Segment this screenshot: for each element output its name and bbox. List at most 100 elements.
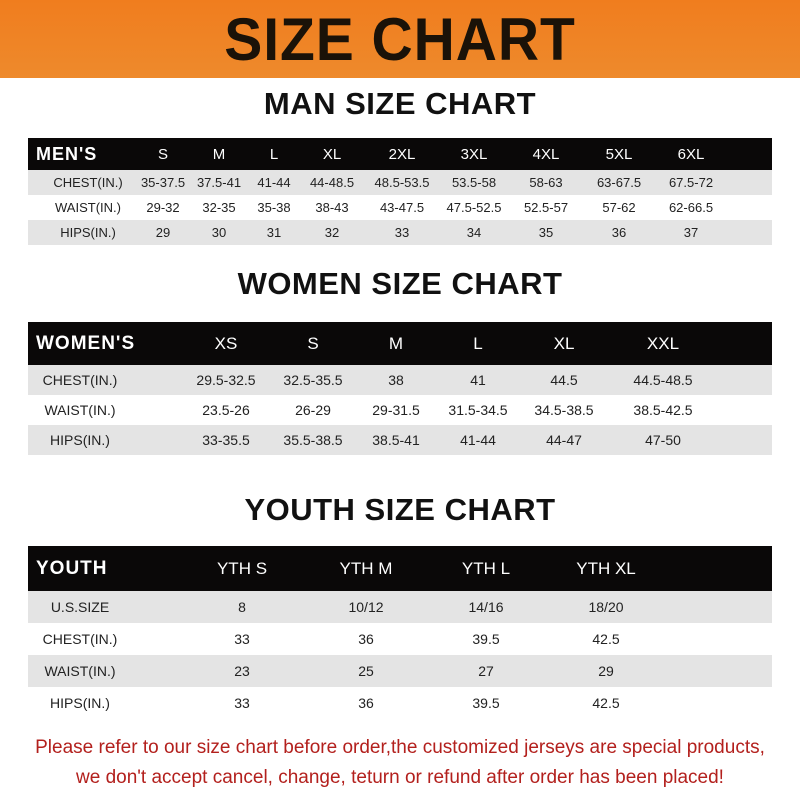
row-label: CHEST(IN.) [42, 631, 118, 647]
table-cell: 18/20 [588, 599, 624, 615]
table-row: HIPS(IN.) 29 30 31 32 33 34 35 36 37 [28, 220, 772, 245]
table-cell: 5XL [605, 145, 633, 163]
table-row: HIPS(IN.) 33-35.5 35.5-38.5 38.5-41 41-44 44-… [28, 425, 772, 455]
table-cell: 38.5-42.5 [633, 402, 693, 418]
women-chart-title: WOMEN SIZE CHART [237, 266, 563, 301]
row-label: CHEST(IN.) [53, 175, 123, 190]
table-cell: S [157, 145, 169, 163]
table-cell: 32.5-35.5 [283, 372, 343, 388]
table-cell: 58-63 [529, 175, 563, 190]
table-cell: 8 [238, 599, 246, 615]
table-cell: L [473, 333, 483, 353]
table-cell: 29-32 [146, 200, 180, 215]
table-cell: 23 [234, 663, 250, 679]
table-cell: 41-44 [257, 175, 291, 190]
youth-size-table: YOUTH YTH S YTH M YTH L YTH XL U.S.SIZE 8 10/12… [28, 546, 772, 719]
table-cell: 34.5-38.5 [534, 402, 594, 418]
table-cell: 25 [358, 663, 374, 679]
row-label: CHEST(IN.) [42, 372, 118, 388]
table-cell: 62-66.5 [668, 200, 714, 215]
youth-chart-title: YOUTH SIZE CHART [244, 492, 556, 527]
row-label: MEN'S [36, 143, 98, 164]
table-row: CHEST(IN.) 35-37.5 37.5-41 41-44 44-48.5 48.5… [28, 170, 772, 195]
table-cell: 36 [358, 695, 374, 711]
table-cell: 32-35 [202, 200, 236, 215]
table-cell: 37.5-41 [196, 175, 242, 190]
table-cell: 29 [598, 663, 614, 679]
row-label: HIPS(IN.) [50, 432, 110, 448]
table-cell: 53.5-58 [451, 175, 497, 190]
row-label: U.S.SIZE [50, 599, 110, 615]
table-row: U.S.SIZE 8 10/12 14/16 18/20 [28, 591, 772, 623]
table-cell: 39.5 [472, 695, 500, 711]
table-cell: 2XL [388, 145, 416, 163]
table-cell: 44.5-48.5 [633, 372, 693, 388]
table-cell: 35 [538, 225, 554, 240]
table-cell: 42.5 [592, 695, 620, 711]
table-row: WAIST(IN.) 23.5-26 26-29 29-31.5 31.5-34.5 34… [28, 395, 772, 425]
table-cell: 23.5-26 [202, 402, 250, 418]
row-label: WAIST(IN.) [44, 402, 116, 418]
row-label: YOUTH [36, 557, 108, 579]
table-cell: 44.5 [550, 372, 578, 388]
table-cell: YTH M [339, 558, 393, 578]
table-row: CHEST(IN.) 33 36 39.5 42.5 [28, 623, 772, 655]
banner-title: SIZE CHART [224, 5, 576, 73]
table-cell: 30 [211, 225, 227, 240]
table-cell: YTH XL [576, 558, 636, 578]
table-cell: 27 [478, 663, 494, 679]
table-row: HIPS(IN.) 33 36 39.5 42.5 [28, 687, 772, 719]
table-row: WAIST(IN.) 23 25 27 29 [28, 655, 772, 687]
table-header-row: MEN'S S M L XL 2XL 3XL 4XL 5XL 6XL [28, 138, 772, 170]
table-cell: YTH L [461, 558, 511, 578]
table-cell: 35-38 [257, 200, 291, 215]
row-label: HIPS(IN.) [60, 225, 116, 240]
table-cell: 10/12 [348, 599, 384, 615]
table-cell: 33-35.5 [202, 432, 250, 448]
table-cell: 26-29 [295, 402, 331, 418]
table-cell: 29.5-32.5 [196, 372, 256, 388]
table-row: CHEST(IN.) 29.5-32.5 32.5-35.5 38 41 44.5 44.5… [28, 365, 772, 395]
order-notice: Please refer to our size chart before or… [0, 733, 800, 793]
table-cell: 36 [611, 225, 627, 240]
notice-line-2: we don't accept cancel, change, teturn o… [76, 767, 724, 788]
table-cell: 41 [470, 372, 486, 388]
table-cell: 29 [155, 225, 171, 240]
table-cell: XS [214, 333, 238, 353]
table-cell: 57-62 [602, 200, 636, 215]
table-cell: YTH S [216, 558, 268, 578]
table-cell: 33 [234, 631, 250, 647]
table-cell: 47.5-52.5 [446, 200, 502, 215]
table-cell: 36 [358, 631, 374, 647]
table-cell: M [388, 333, 404, 353]
row-label: WAIST(IN.) [55, 200, 121, 215]
table-cell: 37 [683, 225, 699, 240]
table-cell: 35-37.5 [140, 175, 186, 190]
table-cell: 35.5-38.5 [283, 432, 343, 448]
table-cell: 29-31.5 [372, 402, 420, 418]
size-chart-banner: SIZE CHART [0, 0, 800, 78]
row-label: HIPS(IN.) [50, 695, 110, 711]
table-cell: XXL [646, 333, 680, 353]
table-cell: 32 [324, 225, 340, 240]
table-cell: 39.5 [472, 631, 500, 647]
table-header-row: WOMEN'S XS S M L XL XXL [28, 322, 772, 365]
women-size-table: WOMEN'S XS S M L XL XXL CHEST(IN.) 29.5-32.5 32.5… [28, 322, 772, 455]
table-cell: 33 [394, 225, 410, 240]
table-cell: 14/16 [468, 599, 504, 615]
table-cell: 31 [266, 225, 282, 240]
table-cell: 6XL [677, 145, 705, 163]
table-cell: 3XL [460, 145, 488, 163]
table-cell: 34 [466, 225, 482, 240]
table-cell: 52.5-57 [523, 200, 569, 215]
table-cell: M [212, 145, 226, 163]
men-chart-title: MAN SIZE CHART [263, 86, 537, 121]
table-row: WAIST(IN.) 29-32 32-35 35-38 38-43 43-47.5 47.… [28, 195, 772, 220]
men-size-table: MEN'S S M L XL 2XL 3XL 4XL 5XL 6XL CHEST(IN.) 35-37… [28, 138, 772, 245]
table-cell: 43-47.5 [379, 200, 425, 215]
table-cell: 38 [388, 372, 404, 388]
table-cell: XL [322, 145, 342, 163]
table-cell: 44-48.5 [309, 175, 355, 190]
table-cell: 31.5-34.5 [448, 402, 508, 418]
row-label: WOMEN'S [36, 332, 136, 354]
